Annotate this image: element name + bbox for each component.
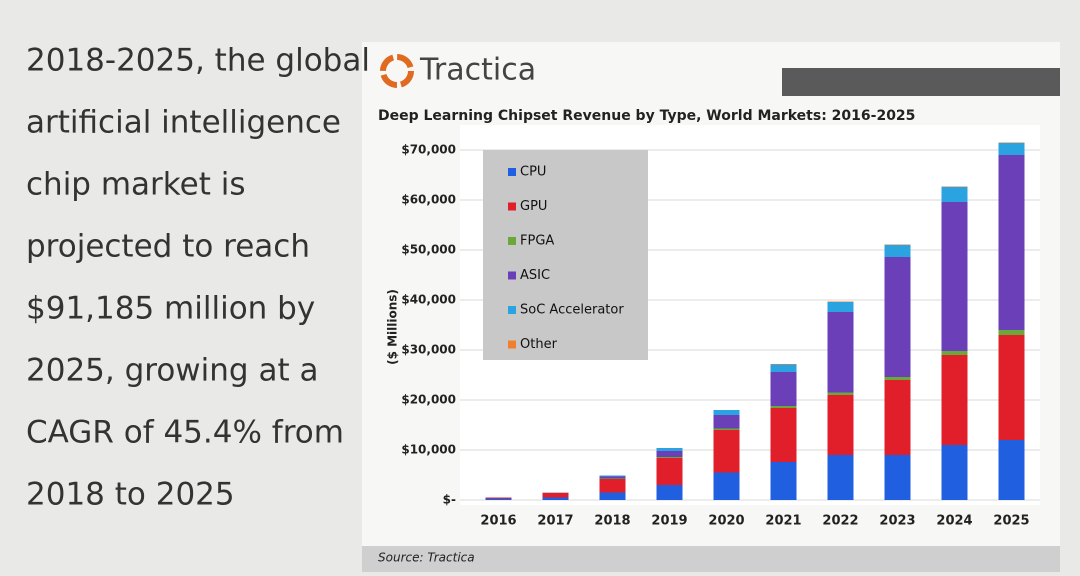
- slide-text-line: $91,185 million by: [26, 291, 315, 327]
- legend-label: GPU: [520, 199, 547, 214]
- bar-segment: [657, 457, 683, 458]
- x-tick-label: 2019: [651, 514, 687, 529]
- y-tick-label: $-: [443, 493, 456, 507]
- legend-swatch: [508, 341, 516, 349]
- legend-label: FPGA: [520, 234, 554, 249]
- y-axis-label: ($ Millions): [386, 289, 400, 365]
- bar-segment: [771, 406, 797, 408]
- bar-segment: [942, 351, 968, 355]
- bar-segment: [828, 393, 854, 396]
- slide-text-line: 2018-2025, the global: [26, 43, 370, 79]
- bar-segment: [771, 372, 797, 406]
- bar-segment: [828, 302, 854, 303]
- x-tick-label: 2022: [822, 514, 858, 529]
- bar-segment: [771, 462, 797, 500]
- bar-segment: [486, 498, 512, 499]
- bar-segment: [999, 440, 1025, 500]
- left-text: 2018-2025, the global artificial intellig…: [26, 43, 370, 513]
- bar-segment: [771, 364, 797, 365]
- y-tick-label: $50,000: [401, 243, 456, 257]
- x-tick-label: 2021: [765, 514, 801, 529]
- bar-segment: [600, 479, 626, 480]
- bar-segment: [885, 377, 911, 380]
- bar-segment: [714, 473, 740, 501]
- legend-label: Other: [520, 337, 558, 352]
- bar-segment: [942, 445, 968, 500]
- bar-segment: [885, 245, 911, 246]
- legend-swatch: [508, 203, 516, 211]
- bar-segment: [942, 187, 968, 202]
- bar-segment: [486, 499, 512, 501]
- bar-segment: [600, 493, 626, 501]
- source: Source: Tractica: [378, 551, 475, 565]
- bar-segment: [657, 451, 683, 457]
- y-tick-label: $60,000: [401, 193, 456, 207]
- bar-segment: [999, 143, 1025, 155]
- bar-segment: [657, 485, 683, 500]
- bar-segment: [600, 479, 626, 493]
- bar-segment: [942, 355, 968, 445]
- x-tick-label: 2017: [537, 514, 573, 529]
- bar-segment: [714, 415, 740, 429]
- legend-box: [483, 150, 648, 360]
- legend-label: CPU: [520, 165, 546, 180]
- bar-segment: [714, 429, 740, 431]
- bar-segment: [543, 493, 569, 498]
- bar-segment: [771, 408, 797, 462]
- bar-segment: [771, 365, 797, 373]
- bar-segment: [714, 410, 740, 415]
- slide-text-line: chip market is: [26, 167, 245, 203]
- legend-label: ASIC: [520, 268, 550, 283]
- bar-segment: [999, 335, 1025, 440]
- x-tick-label: 2020: [708, 514, 744, 529]
- bar-segment: [600, 476, 626, 477]
- logo-text: Tractica: [419, 53, 536, 88]
- bar-segment: [942, 187, 968, 188]
- bar-segment: [657, 458, 683, 485]
- bar-segment: [885, 455, 911, 500]
- bar-segment: [885, 380, 911, 455]
- bar-segment: [999, 143, 1025, 144]
- bar-segment: [885, 257, 911, 377]
- x-tick-label: 2025: [993, 514, 1029, 529]
- x-tick-label: 2023: [879, 514, 915, 529]
- y-tick-label: $40,000: [401, 293, 456, 307]
- bar-segment: [714, 430, 740, 473]
- x-tick-label: 2024: [936, 514, 972, 529]
- chart-title: Deep Learning Chipset Revenue by Type, W…: [378, 108, 915, 124]
- slide-text-line: 2025, growing at a: [26, 353, 318, 389]
- slide-text-line: 2018 to 2025: [26, 477, 235, 513]
- bar-segment: [999, 155, 1025, 330]
- bar-segment: [999, 330, 1025, 335]
- bar-segment: [828, 455, 854, 500]
- legend-swatch: [508, 237, 516, 245]
- legend-label: SoC Accelerator: [520, 303, 624, 318]
- bar-segment: [828, 395, 854, 455]
- y-tick-label: $70,000: [401, 143, 456, 157]
- legend-swatch: [508, 272, 516, 280]
- bar-segment: [600, 477, 626, 479]
- bar-segment: [657, 448, 683, 451]
- legend-swatch: [508, 168, 516, 176]
- slide-text-line: projected to reach: [26, 229, 310, 265]
- bar-segment: [885, 245, 911, 257]
- bar-segment: [828, 302, 854, 312]
- x-tick-label: 2016: [480, 514, 516, 529]
- y-tick-label: $20,000: [401, 393, 456, 407]
- bar-segment: [543, 498, 569, 501]
- legend-swatch: [508, 306, 516, 314]
- x-tick-label: 2018: [594, 514, 630, 529]
- bar-segment: [828, 312, 854, 393]
- y-tick-label: $30,000: [401, 343, 456, 357]
- bar-segment: [942, 202, 968, 351]
- slide-text-line: CAGR of 45.4% from: [26, 415, 344, 451]
- slide-text-line: artificial intelligence: [26, 105, 341, 141]
- y-tick-label: $10,000: [401, 443, 456, 457]
